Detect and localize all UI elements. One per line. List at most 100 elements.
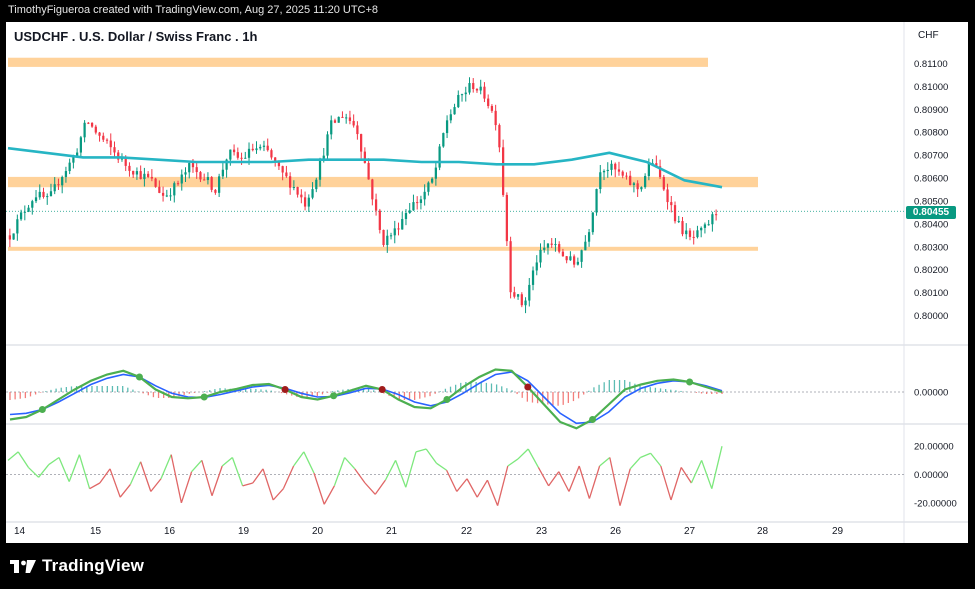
osc2-segment [272,488,284,501]
candle-body [188,163,191,173]
candle-body [61,177,64,186]
osc2-segment [109,468,121,498]
time-axis-label: 26 [610,526,622,537]
osc2-axis-label: 20.00000 [914,442,954,453]
candle-body [535,262,538,271]
candle-body [337,116,340,123]
candle-body [431,178,434,183]
osc2-segment [690,460,703,484]
candle-body [109,140,112,148]
candle-body [610,163,613,170]
candle-body [173,183,176,196]
osc2-segment [660,465,672,501]
candle-body [546,243,550,248]
candle-body [266,145,269,151]
candle-body [644,176,647,188]
candle-body [378,210,381,230]
candle-body [576,261,579,265]
price-axis-label: 0.80000 [914,311,948,322]
candle-body [655,163,658,167]
candle-body [629,175,632,185]
candle-body [632,183,636,185]
osc2-segment [242,482,253,487]
candle-body [423,191,426,200]
chart-canvas[interactable]: 0.81100 0.81000 0.80900 0.80800 0.80700 0.806… [6,22,968,543]
price-axis-label: 0.80300 [914,242,948,253]
candle-body [513,292,516,297]
candle-body [703,224,707,228]
price-zone-1 [8,57,708,67]
osc2-segment [252,468,264,484]
chart-card[interactable]: 0.81100 0.81000 0.80900 0.80800 0.80700 0.806… [6,22,968,543]
candle-body [203,179,206,181]
candle-body [445,120,449,134]
time-axis-label: 27 [684,526,696,537]
osc2-segment [303,451,315,474]
candle-body [509,241,512,293]
time-axis-label: 16 [164,526,176,537]
candle-body [143,173,146,180]
candle-body [464,92,467,95]
candle-body [72,157,75,163]
time-axis-label: 15 [90,526,102,537]
osc2-segment [405,451,417,488]
candle-body [591,212,594,233]
osc2-segment [231,457,244,487]
osc2-segment [150,478,162,492]
moving-average-line [7,146,723,189]
osc2-segment [599,457,611,467]
candle-body [262,145,266,147]
candle-body [621,171,624,176]
candle-body [221,169,224,177]
candle-body [274,157,277,162]
symbol-title[interactable]: USDCHF . U.S. Dollar / Swiss Franc . 1h [14,29,258,44]
osc2-segment [323,485,335,505]
candle-body [528,284,531,301]
candle-body [449,114,452,121]
osc2-axis-label: -20.00000 [914,498,957,509]
time-axis-label: 20 [312,526,324,537]
price-axis-label: 0.80900 [914,105,948,116]
osc2-segment [425,448,437,464]
candle-body [113,147,116,153]
bullish-cross-dot [38,406,46,413]
candle-body [483,86,486,99]
candle-body [494,110,497,126]
osc2-segment [68,454,81,482]
candle-body [505,194,508,242]
osc2-segment [333,457,346,487]
osc2-segment [139,461,152,492]
osc2-segment [558,471,570,492]
candle-body [711,214,714,225]
candle-body [191,163,195,168]
candle-body [416,202,419,204]
candle-body [685,230,688,235]
bullish-cross-dot [135,373,143,381]
osc2-segment [38,464,50,478]
candle-body [502,147,505,195]
osc2-segment [436,462,447,471]
candle-body [90,122,94,127]
candle-body [240,157,243,159]
candle-body [352,120,355,126]
candle-body [124,157,127,166]
bullish-cross-dot [686,378,694,386]
osc2-segment [609,457,621,506]
candle-body [270,150,273,158]
candle-body [434,167,437,179]
candle-body [303,197,307,207]
osc2-segment [517,448,529,460]
candle-body [397,228,400,230]
candle-body [8,235,11,240]
osc2-segment [568,465,580,492]
candle-body [558,244,561,252]
candle-body [31,201,34,208]
candle-body [595,189,598,213]
candle-body [479,86,482,91]
candle-body [550,243,553,245]
candle-body [83,122,86,138]
candle-body [330,120,333,135]
osc2-segment [201,460,213,496]
candle-body [468,83,471,93]
osc2-segment [476,479,488,498]
